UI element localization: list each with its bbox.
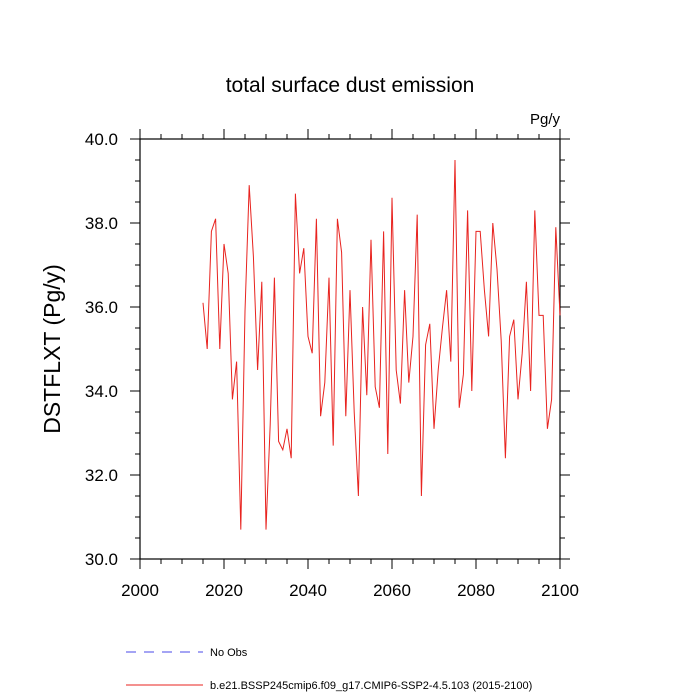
y-tick-label: 32.0 (85, 466, 118, 485)
x-tick-label: 2060 (373, 581, 411, 600)
x-tick-label: 2020 (205, 581, 243, 600)
y-tick-label: 40.0 (85, 130, 118, 149)
x-tick-label: 2000 (121, 581, 159, 600)
legend: No Obs b.e21.BSSP245cmip6.f09_g17.CMIP6-S… (126, 647, 532, 692)
plot-frame (139, 138, 561, 560)
x-tick-label: 2040 (289, 581, 327, 600)
axis-ticks: 2000 2020 2040 2060 2080 2100 30.0 32.0 34.0 36.0… (85, 129, 579, 600)
x-tick-label: 2100 (541, 581, 579, 600)
x-tick-label: 2080 (457, 581, 495, 600)
y-axis-label: DSTFLXT (Pg/y) (39, 264, 65, 434)
series-layer (202, 159, 561, 530)
legend-label: No Obs (210, 647, 248, 659)
chart-title: total surface dust emission (226, 74, 475, 97)
units-label: Pg/y (530, 111, 561, 128)
y-tick-label: 36.0 (85, 298, 118, 317)
y-tick-label: 38.0 (85, 214, 118, 233)
series-line (202, 159, 561, 530)
y-tick-label: 34.0 (85, 382, 118, 401)
y-tick-label: 30.0 (85, 550, 118, 569)
legend-label: b.e21.BSSP245cmip6.f09_g17.CMIP6-SSP2-4.… (210, 680, 532, 692)
